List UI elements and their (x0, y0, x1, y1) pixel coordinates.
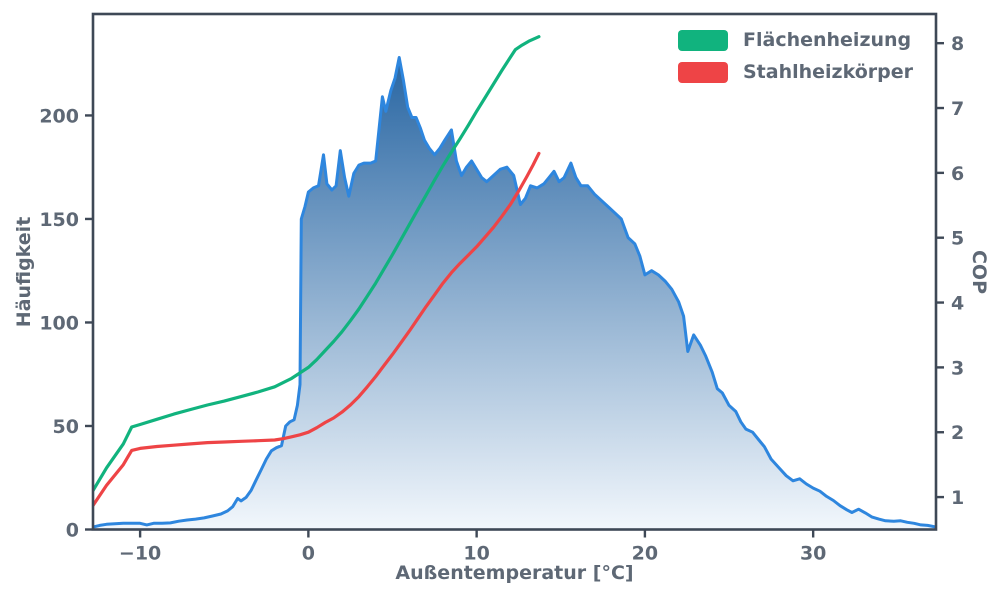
plot-area (93, 35, 936, 530)
legend-swatch-flaechenheizung (678, 30, 728, 51)
y-right-tick-label: 1 (951, 487, 964, 509)
y-left-tick-label: 0 (66, 520, 79, 542)
cop-line-0 (93, 35, 541, 493)
legend-item-stahlheizkoerper: Stahlheizkörper (678, 62, 913, 83)
y-right-tick-label: 6 (951, 163, 964, 185)
x-tick-label: 30 (800, 543, 826, 565)
y-left-axis-label: Häufigkeit (13, 217, 35, 328)
cop-line-1 (93, 151, 541, 508)
histogram-area (93, 57, 936, 530)
legend-label-stahlheizkoerper: Stahlheizkörper (743, 61, 914, 83)
legend: Flächenheizung Stahlheizkörper (678, 30, 913, 83)
y-left-tick-label: 150 (39, 209, 79, 231)
y-right-tick-label: 2 (951, 422, 964, 444)
x-tick-label: 0 (302, 543, 315, 565)
y-right-axis-label: COP (968, 250, 990, 294)
x-tick-label: 20 (632, 543, 658, 565)
legend-label-flaechenheizung: Flächenheizung (743, 29, 912, 51)
y-left-tick-label: 50 (53, 416, 79, 438)
axes-spines (91, 12, 938, 531)
y-right-tick-label: 8 (951, 33, 964, 55)
y-right-tick-label: 3 (951, 357, 964, 379)
y-right-tick-label: 7 (951, 98, 964, 120)
y-left-tick-label: 200 (39, 105, 79, 127)
histogram-line (93, 56, 936, 529)
legend-item-flaechenheizung: Flächenheizung (678, 30, 913, 51)
y-left-tick-label: 100 (39, 312, 79, 334)
x-tick-label: −10 (119, 543, 161, 565)
legend-swatch-stahlheizkoerper (678, 62, 728, 83)
x-axis-label: Außentemperatur [°C] (395, 562, 633, 584)
y-right-tick-label: 4 (951, 293, 964, 315)
y-right-tick-label: 5 (951, 228, 964, 250)
x-tick-label: 10 (463, 543, 489, 565)
